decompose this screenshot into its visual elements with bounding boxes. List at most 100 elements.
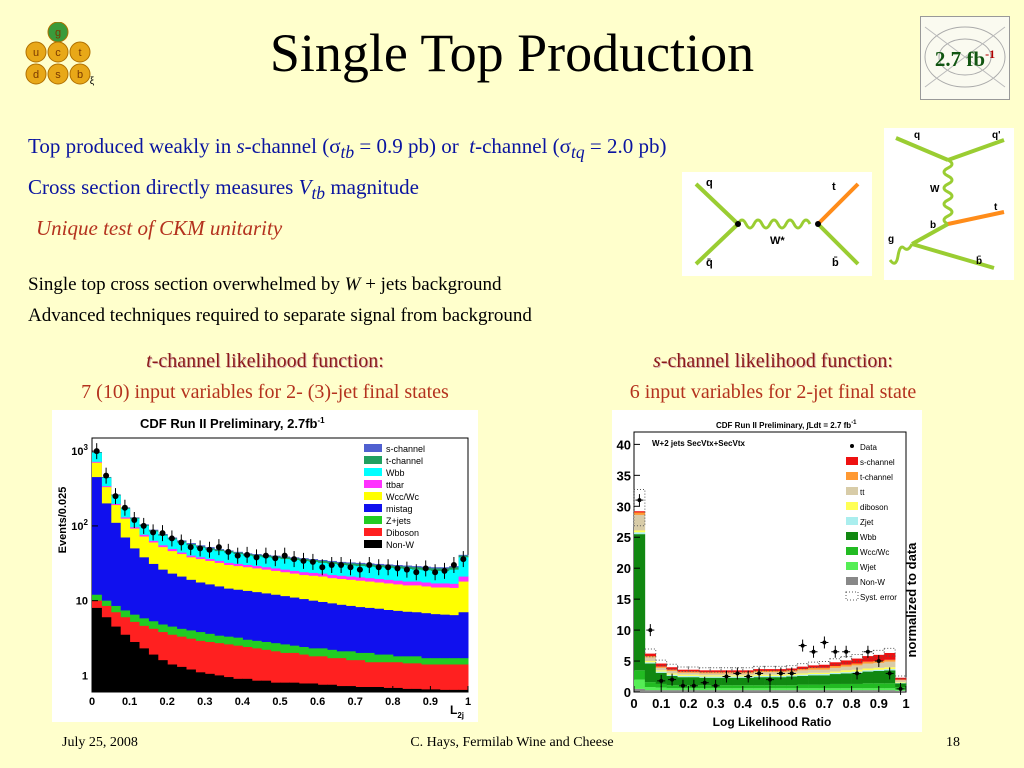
chart2-bar-23-0 [884, 690, 896, 692]
chart2-data-point-24 [898, 686, 903, 691]
chart1-bar-mistag-24 [317, 601, 328, 692]
chart2-xtick-label-2: 0.2 [679, 696, 697, 711]
chart2-bar-21-6 [862, 663, 874, 669]
chart2-bar-2-8 [655, 663, 667, 667]
chart1-legend-label-5: mistag [386, 504, 413, 514]
chart2-bar-3-2 [666, 685, 678, 689]
quark-label-u: u [33, 47, 39, 59]
chart2-bar-19-8 [840, 660, 852, 665]
chart2-bar-15-7 [797, 669, 809, 671]
chart2-xlabel: Log Likelihood Ratio [713, 715, 832, 729]
chart1-bar-nonw-12 [204, 673, 215, 692]
chart2-bar-16-0 [808, 690, 820, 692]
chart2-bar-18-3 [829, 674, 842, 684]
chart2-bar-21-2 [862, 683, 874, 689]
quark-label-b: b [77, 69, 83, 81]
line-4-w: W [344, 274, 361, 295]
chart1-bar-nonw-27 [345, 686, 356, 692]
line-5: Advanced techniques required to separate… [28, 305, 532, 326]
chart2-bar-23-2 [884, 683, 896, 689]
t-diag-b: b [930, 220, 936, 231]
chart2-bar-15-1 [797, 688, 809, 691]
chart2-syst-error-0 [633, 489, 646, 527]
chart2-bar-22-3 [873, 670, 885, 684]
t-diag-w: W [930, 184, 940, 195]
detector-sketch-icon [924, 26, 1006, 88]
page-title: Single Top Production [269, 23, 755, 83]
footer-page-number: 18 [946, 735, 960, 750]
s-diag-t: t [832, 181, 836, 193]
chart2-bar-1-8 [644, 653, 657, 657]
chart2-xtick-label-3: 0.3 [707, 696, 725, 711]
chart2-bar-19-5 [840, 670, 852, 673]
chart2-bar-18-2 [829, 683, 842, 689]
chart1-data-point-30 [375, 564, 382, 571]
lumi-badge: 2.7 fb-1 [920, 16, 1010, 100]
chart1-bar-diboson-12 [204, 641, 215, 692]
chart1-data-point-32 [394, 565, 401, 572]
t-diag-qprime: q' [992, 130, 1001, 141]
chart2-ytick-label-3: 15 [617, 592, 631, 607]
chart2-legend-swatch-6 [846, 532, 858, 540]
chart2-bar-18-0 [829, 690, 842, 692]
line-1-e: = 2.0 pb) [584, 134, 667, 158]
chart1-bar-diboson-21 [289, 652, 300, 692]
chart1-bar-mistag-25 [327, 603, 337, 692]
s-diag-b: b̄ [832, 257, 839, 269]
chart1-bar-nonw-15 [233, 678, 243, 692]
chart1-bar-nonw-4 [129, 641, 140, 692]
chart1-bar-nonw-24 [317, 684, 328, 692]
chart2-bar-5-6 [688, 672, 700, 675]
chart1-bar-diboson-15 [233, 645, 243, 692]
chart2-bar-21-1 [862, 688, 874, 691]
chart1-xtick-label-1: 0.1 [122, 696, 137, 708]
chart2-bar-9-2 [731, 685, 744, 689]
chart2-data-point-7 [713, 683, 718, 688]
chart1-data-point-25 [328, 562, 335, 568]
quark-label-t: t [78, 47, 81, 59]
chart1-bar-diboson-24 [317, 656, 328, 692]
chart2-subtitle: W+2 jets SecVtx+SecVtx [652, 439, 745, 448]
chart1-legend-swatch-7 [364, 528, 382, 536]
chart1-data-point-6 [150, 529, 157, 536]
chart1-bar-nonw-39 [458, 689, 469, 692]
chart1-bar-mistag-20 [280, 596, 290, 692]
chart1-xtick-label-7: 0.7 [348, 696, 363, 708]
chart2-bar-4-5 [677, 674, 689, 676]
quark-label-c: c [55, 47, 61, 59]
chart2-bar-7-4 [710, 676, 722, 678]
chart2-xtick-label-1: 0.1 [652, 696, 670, 711]
chart2-xtick-label-0: 0 [630, 696, 637, 711]
quark-ball-t [69, 41, 91, 63]
chart1-data-point-2 [112, 493, 119, 500]
chart1-data-point-4 [131, 516, 138, 523]
chart1-bar-diboson-37 [439, 664, 450, 692]
chart2-bar-11-0 [753, 690, 765, 692]
chart2-data-point-12 [768, 677, 772, 682]
chart2-ytick-label-2: 10 [617, 623, 631, 638]
chart2-bar-13-1 [775, 688, 787, 691]
quark-ball-d [25, 63, 47, 85]
chart1-bar-nonw-1 [101, 617, 112, 692]
chart2-xtick-label-5: 0.5 [761, 696, 779, 711]
chart2-bar-24-8 [895, 677, 907, 680]
chart2-data-point-13 [778, 671, 783, 676]
right-heading-text: -channel likelihood function: [660, 350, 893, 372]
sigma-2: σ [559, 134, 571, 158]
chart2-bar-22-2 [873, 683, 885, 689]
line-2: Cross section directly measures Vtb magn… [28, 175, 419, 204]
chart1-data-point-38 [450, 562, 457, 568]
chart1-bar-diboson-11 [195, 640, 206, 692]
chart1-bar-mistag-35 [421, 613, 431, 692]
chart1-xlabel: L2j [450, 703, 464, 720]
chart2-ytick-label-0: 0 [624, 685, 631, 700]
chart1-bar-mistag-34 [411, 612, 422, 692]
chart1-bar-diboson-29 [364, 662, 375, 692]
chart1-legend-swatch-3 [364, 480, 382, 488]
chart2-bar-1-7 [644, 656, 657, 658]
chart1-data-point-27 [347, 564, 354, 571]
chart2-bar-12-6 [764, 672, 776, 675]
chart1-bar-diboson-18 [261, 649, 272, 692]
chart2-bar-19-4 [840, 672, 852, 674]
chart1-bar-nonw-5 [139, 648, 149, 692]
